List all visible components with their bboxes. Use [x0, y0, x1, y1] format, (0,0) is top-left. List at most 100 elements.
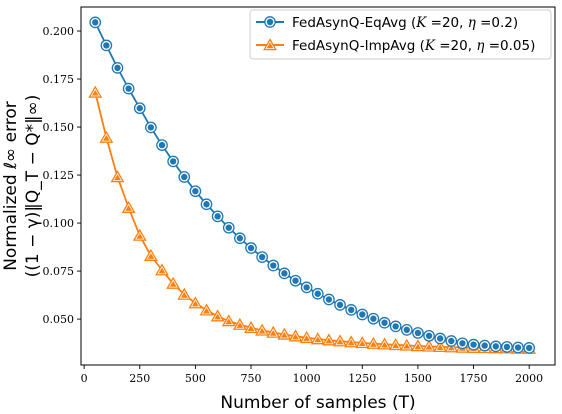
axis-ticks: 0 250 500 750 1000 1250 1500 1750 2000 0.050 0.075…: [43, 25, 544, 385]
series-line-eqavg: [94, 21, 530, 349]
legend: FedAsynQ-EqAvg (K =20, η =0.2) FedAsynQ-…: [249, 9, 552, 60]
data-point-impavg: [344, 335, 359, 348]
x-tick-label: 2000: [515, 372, 543, 385]
data-point-eqavg: [133, 102, 146, 115]
data-point-eqavg: [356, 308, 369, 321]
data-point-eqavg: [267, 259, 280, 272]
data-point-eqavg: [100, 39, 113, 52]
y-tick-label: 0.075: [43, 265, 75, 278]
y-tick-label: 0.100: [43, 217, 75, 230]
x-tick-label: 1500: [404, 372, 432, 385]
data-point-eqavg: [423, 329, 435, 342]
data-point-eqavg: [211, 210, 224, 223]
x-tick-label: 500: [185, 372, 206, 385]
data-point-eqavg: [489, 340, 502, 353]
data-point-impavg: [388, 338, 403, 351]
x-tick-label: 1750: [460, 372, 488, 385]
data-point-impavg: [299, 330, 314, 343]
data-point-eqavg: [289, 274, 302, 287]
data-point-impavg: [310, 332, 325, 345]
data-point-impavg: [232, 317, 247, 330]
data-point-eqavg: [200, 198, 213, 211]
data-point-impavg: [399, 338, 414, 351]
data-point-eqavg: [400, 324, 413, 336]
legend-label-eqavg: FedAsynQ-EqAvg (K =20, η =0.2): [292, 15, 518, 31]
data-point-impavg: [110, 170, 125, 183]
x-tick-label: 0: [81, 372, 88, 385]
data-point-impavg: [132, 228, 147, 241]
plot-area: [88, 16, 537, 354]
data-point-impavg: [88, 85, 103, 98]
legend-label-impavg: FedAsynQ-ImpAvg (K =20, η =0.05): [292, 38, 535, 54]
data-point-impavg: [155, 263, 169, 276]
y-tick-label: 0.125: [43, 169, 75, 182]
data-point-impavg: [244, 320, 258, 333]
data-point-eqavg: [145, 121, 157, 134]
data-point-impavg: [199, 303, 214, 316]
legend-marker-eqavg-inner: [266, 18, 274, 26]
data-point-eqavg: [300, 281, 313, 294]
data-point-eqavg: [245, 242, 257, 254]
data-point-eqavg: [478, 339, 491, 352]
x-tick-label: 1250: [348, 372, 376, 385]
x-tick-label: 750: [241, 372, 262, 385]
y-tick-label: 0.150: [43, 121, 75, 134]
data-point-impavg: [99, 130, 114, 143]
data-point-eqavg: [445, 335, 458, 347]
y-tick-label: 0.050: [43, 313, 75, 326]
data-point-eqavg: [367, 312, 380, 325]
data-point-eqavg: [156, 139, 168, 151]
y-tick-label: 0.175: [43, 73, 75, 86]
data-point-eqavg: [334, 299, 346, 311]
data-point-eqavg: [523, 342, 536, 354]
data-point-impavg: [277, 327, 292, 340]
legend-marker-impavg-inner: [266, 42, 274, 49]
data-point-eqavg: [189, 185, 202, 198]
data-point-impavg: [321, 333, 336, 346]
data-point-impavg: [333, 334, 347, 347]
data-point-eqavg: [467, 338, 480, 351]
data-point-impavg: [121, 200, 136, 213]
data-point-eqavg: [434, 332, 447, 345]
data-point-eqavg: [389, 320, 402, 333]
data-point-eqavg: [278, 267, 291, 280]
data-point-impavg: [143, 248, 158, 261]
data-point-eqavg: [512, 341, 524, 354]
data-point-impavg: [221, 314, 236, 327]
data-point-eqavg: [167, 155, 179, 168]
y-axis-subtitle: ((1 − γ)‖Q_T − Q*‖∞): [23, 95, 43, 278]
data-point-eqavg: [501, 341, 513, 353]
data-point-eqavg: [323, 293, 335, 306]
data-point-eqavg: [89, 16, 102, 29]
data-point-impavg: [410, 339, 425, 352]
data-point-impavg: [188, 296, 203, 309]
data-point-impavg: [166, 276, 181, 289]
data-point-eqavg: [378, 316, 391, 329]
x-axis-title: Number of samples (T): [220, 393, 415, 413]
data-point-impavg: [255, 323, 270, 336]
data-point-impavg: [210, 309, 225, 322]
data-point-eqavg: [311, 287, 324, 300]
data-point-impavg: [177, 287, 192, 300]
x-tick-label: 1000: [293, 372, 321, 385]
data-point-impavg: [433, 339, 448, 353]
data-point-eqavg: [234, 232, 246, 245]
data-point-eqavg: [256, 251, 268, 263]
data-point-impavg: [366, 336, 381, 349]
data-point-impavg: [266, 325, 281, 338]
data-point-eqavg: [456, 337, 469, 350]
data-point-eqavg: [345, 304, 358, 316]
data-point-impavg: [377, 337, 392, 350]
series-line-impavg: [94, 92, 530, 350]
data-point-eqavg: [412, 327, 424, 339]
x-tick-label: 250: [129, 372, 150, 385]
data-point-eqavg: [178, 171, 191, 183]
data-point-eqavg: [222, 221, 235, 234]
y-tick-label: 0.200: [43, 25, 75, 38]
data-point-eqavg: [111, 62, 124, 74]
axes-frame: [80, 6, 556, 366]
data-point-impavg: [288, 329, 303, 342]
data-point-impavg: [422, 339, 436, 352]
data-point-eqavg: [122, 82, 135, 95]
